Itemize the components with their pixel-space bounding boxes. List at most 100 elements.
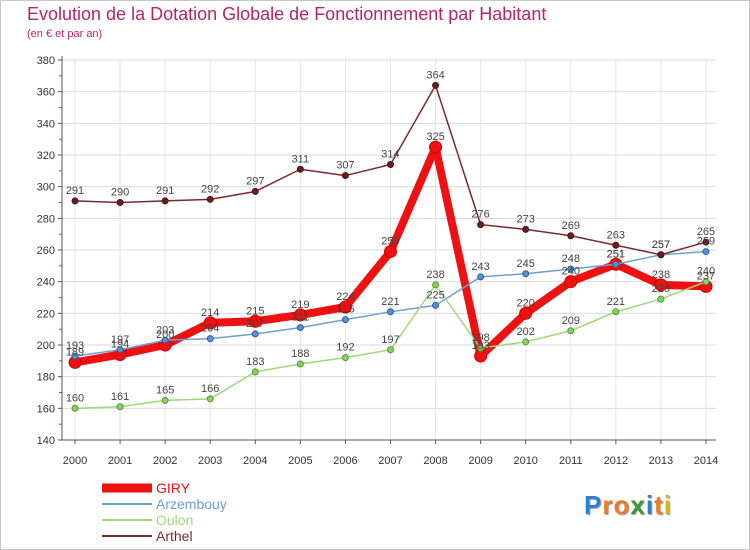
- x-tick-label: 2013: [649, 455, 673, 467]
- data-point-giry: [564, 275, 578, 289]
- legend-label-giry: GIRY: [156, 480, 191, 496]
- data-point-arthel: [341, 172, 349, 180]
- data-point-arzembouy: [702, 248, 710, 256]
- data-label-giry: 220: [517, 297, 535, 309]
- data-label-oulon: 188: [291, 348, 309, 360]
- data-point-arzembouy: [296, 324, 304, 332]
- data-point-oulon: [702, 278, 710, 286]
- logo-letter: i: [663, 490, 672, 520]
- x-tick-label: 2012: [604, 455, 628, 467]
- data-label-oulon: 229: [652, 283, 670, 295]
- x-tick-label: 2011: [559, 455, 583, 467]
- x-tick-label: 2002: [153, 455, 177, 467]
- data-label-arthel: 314: [381, 149, 399, 161]
- y-tick-label: 360: [37, 87, 55, 99]
- data-label-giry: 325: [426, 131, 444, 143]
- legend-label-arthel: Arthel: [156, 528, 193, 544]
- data-point-oulon: [296, 360, 304, 368]
- data-label-arthel: 290: [111, 187, 129, 199]
- x-tick-label: 2010: [513, 455, 537, 467]
- data-point-arzembouy: [161, 336, 169, 344]
- data-label-giry: 193: [471, 340, 489, 352]
- data-label-oulon: 166: [201, 383, 219, 395]
- data-label-arthel: 292: [201, 183, 219, 195]
- data-point-arzembouy: [522, 270, 530, 278]
- data-label-arthel: 257: [652, 239, 670, 251]
- data-label-oulon: 221: [607, 296, 625, 308]
- data-point-arthel: [522, 225, 530, 233]
- data-label-oulon: 197: [381, 334, 399, 346]
- data-point-arzembouy: [251, 330, 259, 338]
- data-point-arzembouy: [432, 301, 440, 309]
- data-point-arthel: [206, 195, 214, 203]
- data-point-arthel: [612, 241, 620, 249]
- data-point-arthel: [116, 199, 124, 206]
- data-label-giry: 194: [111, 339, 129, 351]
- data-point-oulon: [116, 403, 124, 411]
- data-label-oulon: 240: [697, 266, 715, 278]
- y-tick-label: 380: [37, 55, 55, 67]
- data-label-arthel: 269: [562, 220, 580, 232]
- chart-title: Evolution de la Dotation Globale de Fonc…: [27, 4, 547, 24]
- data-label-arzembouy: 257: [652, 239, 670, 251]
- data-point-oulon: [612, 308, 620, 316]
- data-label-arthel: 307: [336, 160, 354, 172]
- legend-label-oulon: Oulon: [156, 512, 193, 528]
- data-label-oulon: 209: [562, 315, 580, 327]
- y-tick-label: 220: [37, 308, 55, 320]
- data-label-arthel: 263: [607, 229, 625, 241]
- y-tick-label: 320: [37, 150, 55, 162]
- data-label-giry: 237: [697, 270, 715, 282]
- x-tick-label: 2005: [288, 455, 312, 467]
- data-label-arzembouy: 197: [111, 334, 129, 346]
- y-tick-label: 140: [37, 435, 55, 447]
- data-label-arthel: 311: [292, 153, 310, 165]
- data-label-arzembouy: 211: [292, 312, 310, 324]
- data-point-arthel: [432, 81, 440, 89]
- data-point-oulon: [386, 346, 394, 354]
- data-point-oulon: [251, 368, 259, 376]
- data-point-giry: [338, 300, 352, 314]
- data-label-oulon: 202: [517, 326, 535, 338]
- data-label-oulon: 198: [471, 332, 489, 344]
- data-point-arthel: [251, 187, 259, 195]
- data-point-giry: [383, 245, 397, 259]
- data-label-arzembouy: 251: [607, 248, 625, 260]
- data-point-arzembouy: [206, 335, 214, 343]
- data-point-arthel: [657, 251, 665, 259]
- data-point-arzembouy: [71, 352, 79, 360]
- legend-label-arzembouy: Arzembouy: [156, 496, 227, 512]
- data-label-arzembouy: 204: [201, 323, 219, 335]
- data-label-giry: 219: [291, 299, 309, 311]
- logo-letter: t: [654, 490, 664, 520]
- y-tick-label: 160: [37, 403, 55, 415]
- data-point-oulon: [522, 338, 530, 346]
- data-point-giry: [293, 308, 307, 322]
- logo-letter: i: [645, 490, 655, 520]
- data-label-giry: 240: [562, 266, 580, 278]
- data-label-arzembouy: 245: [517, 258, 535, 270]
- x-tick-label: 2007: [378, 455, 402, 467]
- x-tick-label: 2004: [243, 455, 267, 467]
- data-label-giry: 259: [381, 236, 399, 248]
- data-label-arzembouy: 225: [426, 289, 444, 301]
- data-label-arzembouy: 243: [471, 261, 489, 273]
- logo-letter: o: [613, 490, 631, 520]
- logo-letter: x: [630, 490, 646, 520]
- data-label-oulon: 160: [66, 392, 84, 404]
- data-label-arzembouy: 193: [66, 340, 84, 352]
- data-point-arzembouy: [612, 260, 620, 268]
- data-point-oulon: [71, 404, 79, 412]
- data-label-arthel: 364: [426, 69, 444, 81]
- data-label-arthel: 276: [471, 209, 489, 221]
- y-tick-label: 340: [37, 118, 55, 130]
- data-point-arthel: [702, 238, 710, 246]
- data-point-oulon: [341, 354, 349, 362]
- x-tick-label: 2003: [198, 455, 222, 467]
- data-point-giry: [248, 314, 262, 328]
- x-tick-label: 2001: [108, 455, 132, 467]
- data-point-oulon: [161, 396, 169, 404]
- data-label-giry: 238: [652, 269, 670, 281]
- x-tick-label: 2008: [423, 455, 447, 467]
